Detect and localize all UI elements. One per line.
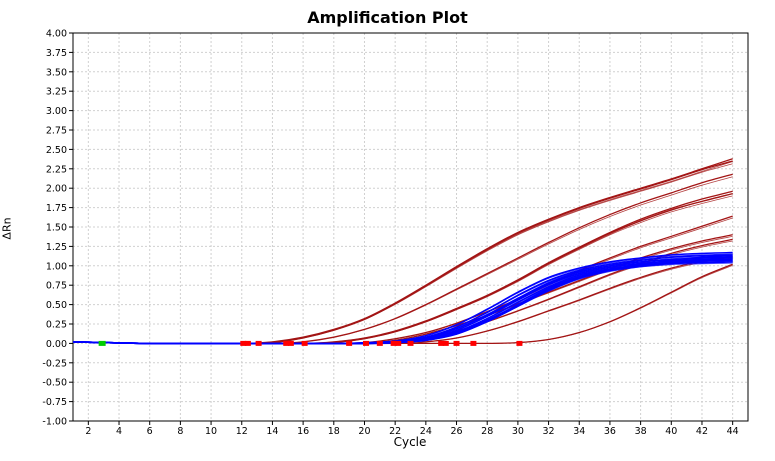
- ct-marker: [363, 340, 370, 346]
- x-tick-label: 22: [389, 426, 401, 437]
- ct-marker: [390, 340, 397, 346]
- standard-curve: [72, 238, 733, 345]
- x-tick-label: 8: [177, 426, 183, 437]
- ct-marker: [283, 340, 290, 346]
- standard-curve-replicate: [72, 193, 733, 344]
- y-tick-label: 1.00: [46, 261, 67, 272]
- x-tick-label: 26: [450, 426, 462, 437]
- x-axis-label: Cycle: [393, 435, 427, 449]
- ct-marker: [395, 340, 402, 346]
- x-tick-label: 42: [696, 426, 708, 437]
- y-tick-label: 0.50: [46, 300, 67, 311]
- ct-marker: [301, 340, 308, 346]
- ct-marker: [240, 340, 247, 346]
- axes: -1.00 -0.75 -0.50 -0.25 0.00 0.25 0.50 0.75 1.00…: [42, 29, 749, 437]
- x-tick-label: 14: [266, 426, 278, 437]
- standard-curve-replicate: [72, 257, 733, 344]
- x-tick-label: 16: [297, 426, 309, 437]
- sample-curve-replicate: [72, 260, 733, 344]
- x-tick-label: 10: [205, 426, 217, 437]
- sample-curve: [72, 258, 733, 345]
- y-tick-label: 0.75: [46, 281, 67, 292]
- ct-marker: [376, 340, 383, 346]
- ct-marker: [442, 340, 449, 346]
- x-tick-label: 40: [665, 426, 677, 437]
- y-tick-label: 2.25: [46, 164, 67, 175]
- y-tick-label: 4.00: [46, 29, 67, 40]
- y-tick-label: -0.50: [42, 378, 67, 389]
- x-tick-label: 44: [727, 426, 739, 437]
- standard-curve: [72, 263, 733, 345]
- y-tick-label: 0.25: [46, 320, 67, 331]
- y-tick-label: -0.25: [42, 358, 67, 369]
- y-tick-label: 2.00: [46, 184, 67, 195]
- sample-curve-replicate: [72, 259, 733, 344]
- baseline-start-marker: [98, 340, 106, 346]
- sample-curve: [72, 261, 733, 345]
- ct-marker: [244, 340, 251, 346]
- grid: [73, 33, 748, 421]
- y-tick-label: -1.00: [42, 417, 67, 428]
- standard-curve-replicate: [72, 195, 733, 344]
- standard-curve: [72, 234, 733, 345]
- x-tick-label: 38: [635, 426, 647, 437]
- sample-curve-replicate: [72, 261, 733, 344]
- y-tick-label: 2.50: [46, 145, 67, 156]
- y-tick-label: 3.25: [46, 87, 67, 98]
- y-tick-label: 3.75: [46, 48, 67, 59]
- x-tick-label: 30: [512, 426, 524, 437]
- y-tick-label: 0.00: [46, 339, 67, 350]
- ct-marker: [407, 340, 414, 346]
- x-tick-label: 4: [116, 426, 122, 437]
- x-tick-label: 12: [236, 426, 248, 437]
- standard-curve-replicate: [72, 161, 733, 344]
- ct-marker: [438, 340, 445, 346]
- x-tick-label: 18: [328, 426, 340, 437]
- y-tick-label: 1.50: [46, 223, 67, 234]
- chart-title: Amplification Plot: [307, 8, 468, 27]
- sample-curve-replicate: [72, 262, 733, 344]
- series-lines: [72, 158, 733, 345]
- sample-curve-replicate: [72, 256, 733, 344]
- standard-curve: [72, 193, 733, 345]
- ct-markers: [98, 340, 523, 346]
- x-tick-label: 28: [481, 426, 493, 437]
- ct-marker: [516, 340, 523, 346]
- standard-curve-replicate: [72, 235, 733, 345]
- y-tick-label: 1.25: [46, 242, 67, 253]
- x-tick-label: 6: [147, 426, 153, 437]
- sample-curve: [72, 259, 733, 345]
- y-tick-label: 3.50: [46, 67, 67, 78]
- x-tick-label: 32: [543, 426, 555, 437]
- ct-marker: [287, 340, 294, 346]
- x-tick-label: 24: [420, 426, 432, 437]
- x-tick-label: 34: [573, 426, 585, 437]
- sample-curve-replicate: [72, 258, 733, 344]
- x-tick-label: 36: [604, 426, 616, 437]
- ct-marker: [470, 340, 477, 346]
- ct-marker: [346, 340, 353, 346]
- y-tick-label: 1.75: [46, 203, 67, 214]
- y-tick-label: 3.00: [46, 106, 67, 117]
- ct-marker: [255, 340, 262, 346]
- x-tick-label: 20: [358, 426, 370, 437]
- y-tick-label: 2.75: [46, 126, 67, 137]
- sample-curve: [72, 258, 733, 345]
- y-tick-label: -0.75: [42, 397, 67, 408]
- ct-marker: [453, 340, 460, 346]
- x-tick-label: 2: [85, 426, 91, 437]
